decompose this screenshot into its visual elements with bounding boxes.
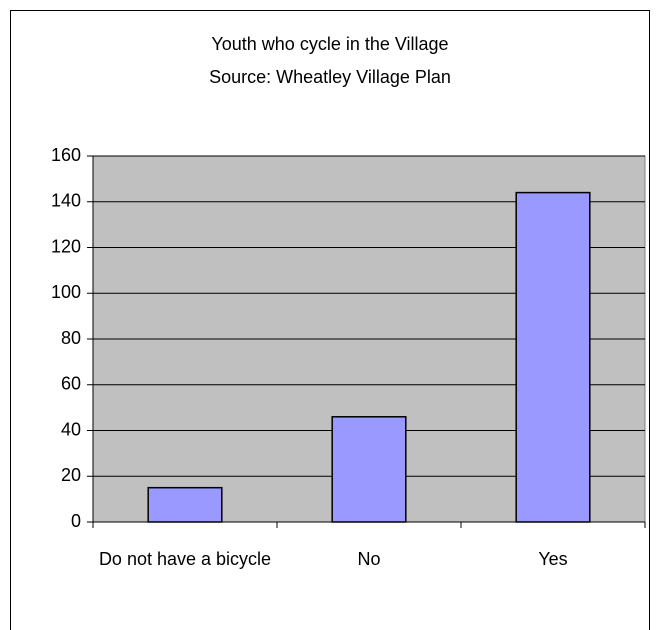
chart-title: Youth who cycle in the Village: [211, 34, 448, 54]
y-tick-label: 60: [61, 374, 81, 394]
y-tick-label: 0: [71, 511, 81, 531]
y-tick-label: 160: [51, 145, 81, 165]
bar: [331, 416, 407, 523]
y-tick-label: 80: [61, 328, 81, 348]
x-tick-label: Do not have a bicycle: [98, 549, 272, 569]
x-tick-label: Yes: [538, 549, 568, 569]
bar: [147, 486, 223, 523]
y-tick-label: 20: [61, 465, 81, 485]
x-tick-label: No: [357, 549, 381, 569]
chart-subtitle: Source: Wheatley Village Plan: [209, 67, 451, 87]
y-tick-label: 140: [51, 191, 81, 211]
y-tick-label: 40: [61, 419, 81, 439]
bar: [515, 191, 591, 523]
y-tick-label: 120: [51, 236, 81, 256]
y-tick-label: 100: [51, 282, 81, 302]
